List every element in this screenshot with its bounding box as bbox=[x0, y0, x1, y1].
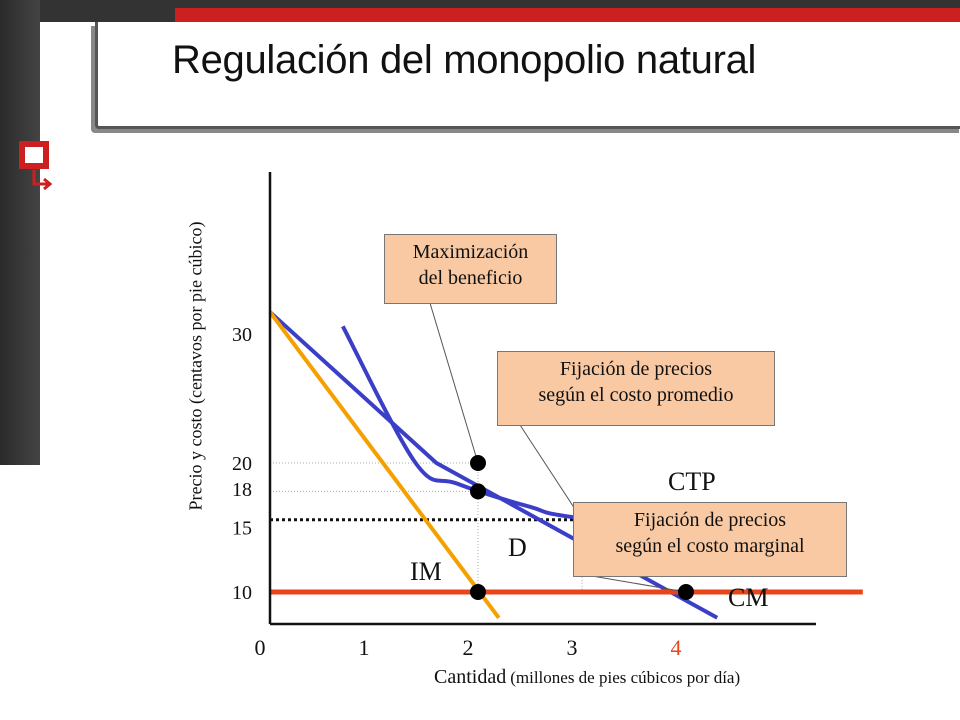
y-tick-label-15: 15 bbox=[232, 518, 252, 540]
bullet-arrow-icon bbox=[19, 141, 52, 191]
slide-title: Regulación del monopolio natural bbox=[172, 38, 757, 82]
y-axis-label: Precio y costo (centavos por pie cúbico) bbox=[185, 221, 206, 511]
axes bbox=[268, 172, 816, 626]
data-point-4 bbox=[678, 584, 694, 600]
annotation-pointer-2 bbox=[591, 575, 687, 593]
y-tick-label-10: 10 bbox=[232, 582, 252, 604]
y-tick-label-20: 20 bbox=[232, 453, 252, 475]
curve-labels: D IM CTP CM bbox=[410, 467, 768, 612]
curve-label-cm: CM bbox=[728, 583, 768, 612]
x-axis-label: Cantidad (millones de pies cúbicos por d… bbox=[434, 666, 741, 688]
title-panel bbox=[95, 22, 960, 129]
data-point-1 bbox=[470, 483, 486, 500]
annotation-pointer-0 bbox=[429, 302, 479, 464]
x-tick-label-0: 0 bbox=[255, 635, 266, 660]
y-tick-label-30: 30 bbox=[232, 324, 252, 346]
slide-frame-left bbox=[0, 0, 40, 465]
curve-label-d: D bbox=[508, 533, 527, 562]
y-tick-label-18: 18 bbox=[232, 479, 252, 501]
annotation-profit-max: Maximización del beneficio bbox=[384, 234, 557, 304]
annotation-marginal-cost-pricing: Fijación de precios según el costo margi… bbox=[573, 502, 847, 577]
annotation-pointers bbox=[429, 302, 687, 593]
data-point-3 bbox=[470, 584, 486, 600]
x-tick-label-1: 1 bbox=[359, 635, 370, 660]
accent-bar bbox=[175, 8, 960, 22]
annotation-average-cost-pricing: Fijación de precios según el costo prome… bbox=[497, 351, 775, 426]
annotation-pointer-1 bbox=[519, 424, 583, 521]
tick-labels: 0 1 2 3 4 30 20 18 15 10 bbox=[232, 324, 682, 660]
data-point-0 bbox=[470, 455, 486, 471]
x-tick-label-3: 3 bbox=[567, 635, 578, 660]
x-tick-label-2: 2 bbox=[463, 635, 474, 660]
curve-im bbox=[268, 310, 501, 619]
curve-label-im: IM bbox=[410, 557, 442, 586]
curve-label-ctp: CTP bbox=[668, 467, 716, 496]
x-tick-label-4: 4 bbox=[671, 635, 682, 660]
